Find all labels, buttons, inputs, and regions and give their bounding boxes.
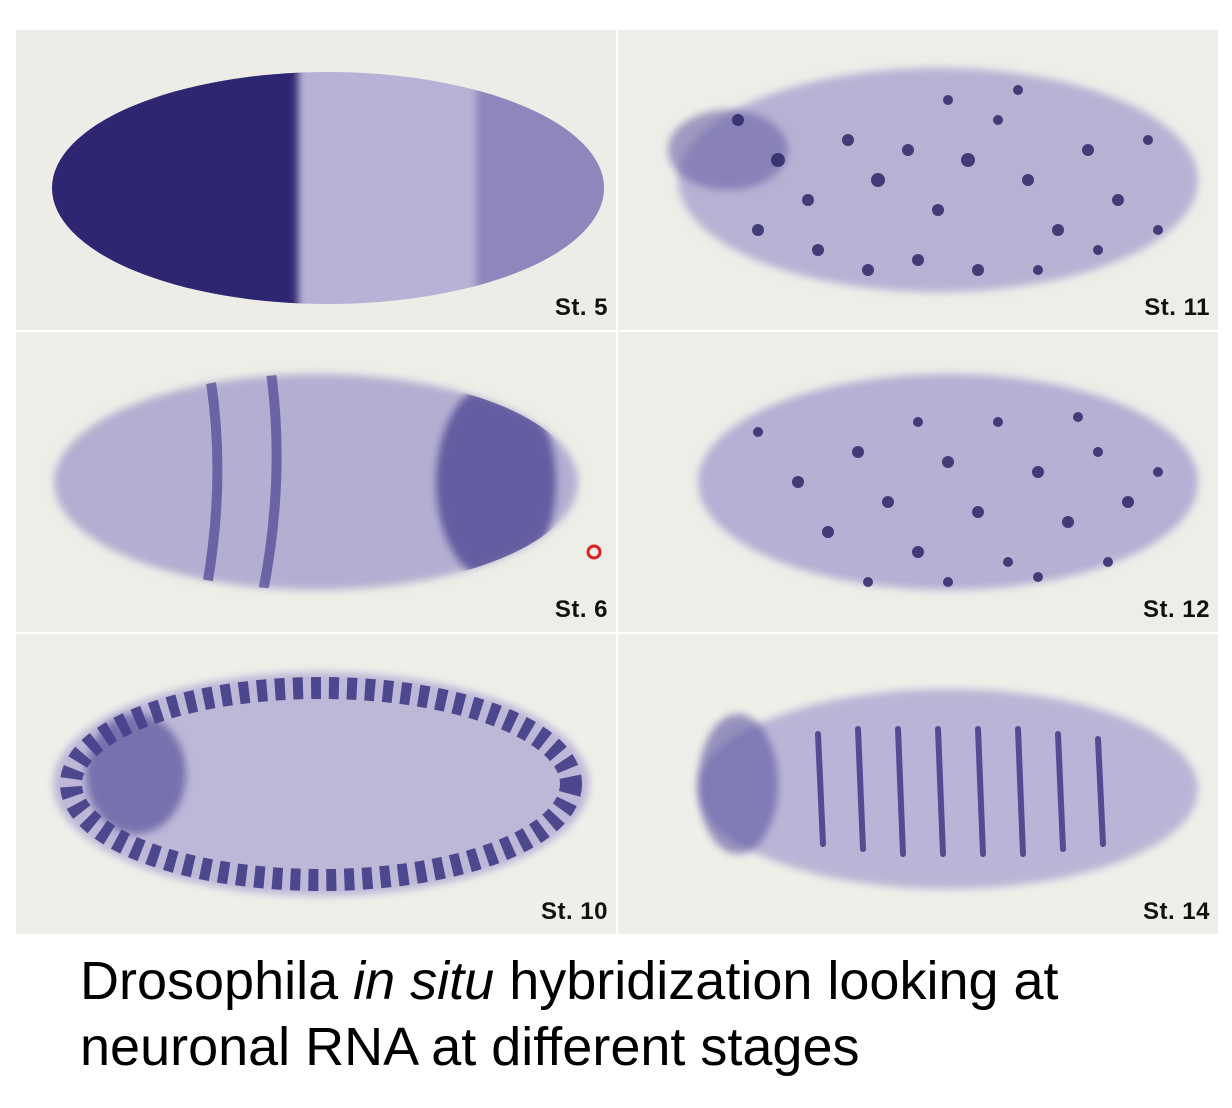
embryo-panel-st11: St. 11	[618, 30, 1218, 330]
caption-italic: in situ	[353, 951, 495, 1011]
stage-label: St. 5	[554, 294, 608, 321]
caption-part1: Drosophila	[80, 951, 354, 1011]
stage-label: St. 10	[540, 898, 608, 925]
embryo-panel-st6: St. 6	[16, 332, 616, 632]
embryo-panel-st5: St. 5	[16, 30, 616, 330]
embryo-st5-image	[16, 30, 616, 330]
figure-caption: Drosophila in situ hybridization looking…	[80, 948, 1200, 1080]
stage-label: St. 6	[554, 596, 608, 623]
stage-label: St. 12	[1142, 596, 1210, 623]
embryo-panel-st14: St. 14	[618, 634, 1218, 934]
embryo-panel-st10: St. 10	[16, 634, 616, 934]
caption-part3: hybridization looking at neuronal RNA at…	[80, 951, 1059, 1077]
embryo-st11-image	[618, 30, 1218, 330]
embryo-st6-image	[16, 332, 616, 632]
embryo-panel-st12: St. 12	[618, 332, 1218, 632]
stage-label: St. 14	[1142, 898, 1210, 925]
embryo-st12-image	[618, 332, 1218, 632]
embryo-image-grid: St. 5 St. 11	[16, 30, 1218, 934]
embryo-st10-image	[16, 634, 616, 934]
stage-label: St. 11	[1144, 294, 1210, 321]
embryo-st14-image	[618, 634, 1218, 934]
